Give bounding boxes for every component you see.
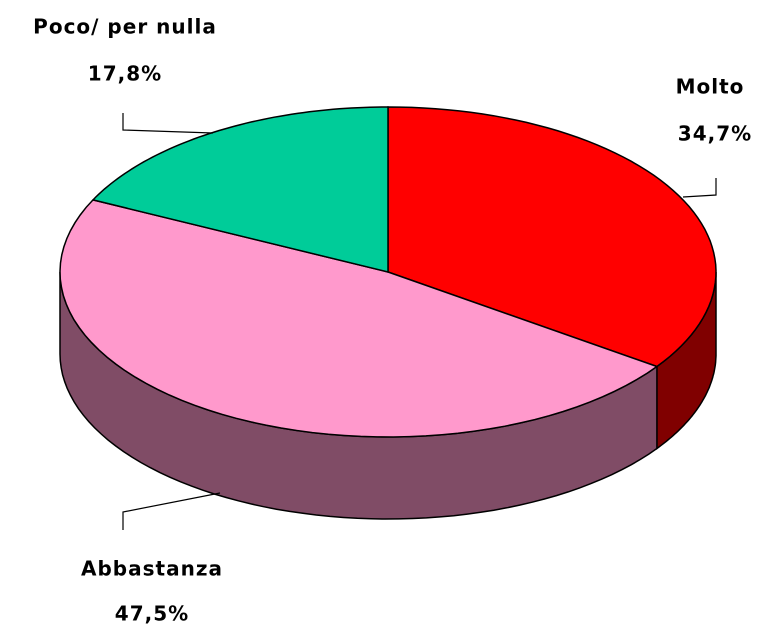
slice-value-label: 47,5% <box>115 602 189 626</box>
pie-slice <box>59 199 659 438</box>
slice-value-label: 34,7% <box>678 122 752 146</box>
pie-slice <box>387 106 717 368</box>
leader-line <box>682 178 717 198</box>
pie-slice <box>91 106 389 273</box>
slice-label: Molto <box>676 75 745 99</box>
slice-value-label: 17,8% <box>88 62 162 86</box>
slice-label: Poco/ per nulla <box>33 15 217 39</box>
slice-label: Abbastanza <box>81 557 223 581</box>
leader-line <box>122 492 221 530</box>
leader-line <box>122 113 214 134</box>
